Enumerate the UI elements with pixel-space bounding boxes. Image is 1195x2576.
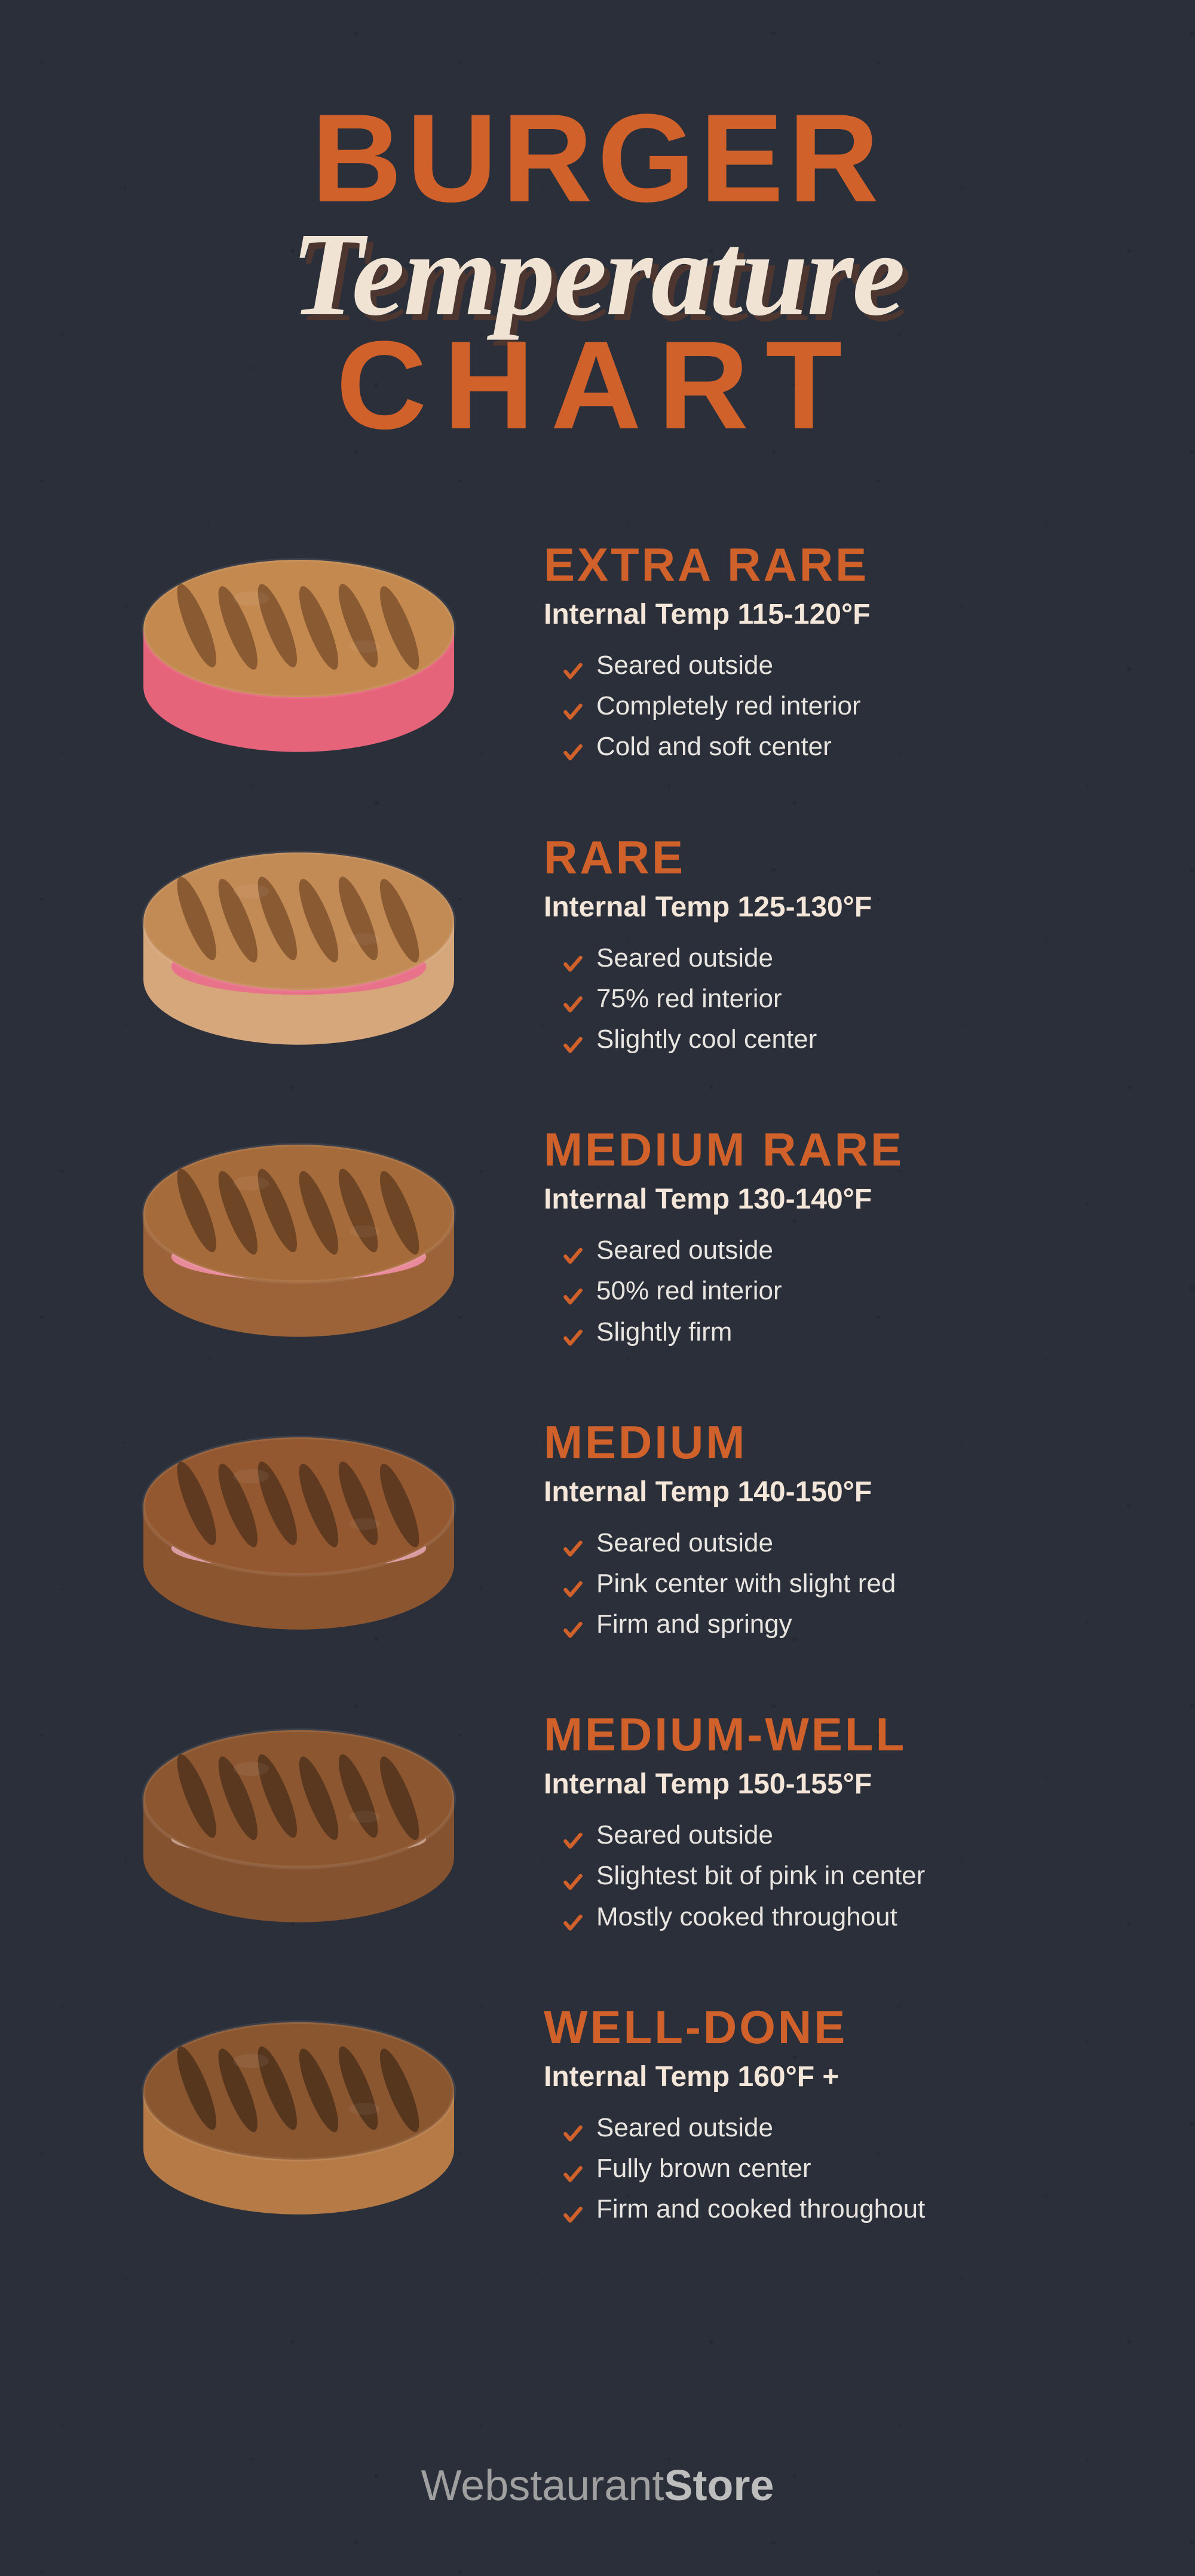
check-icon <box>562 2198 584 2221</box>
level-bullet: Slightly firm <box>562 1312 1087 1353</box>
level-bullets: Seared outsidePink center with slight re… <box>544 1523 1087 1645</box>
footer-light: Webstaurant <box>421 2462 664 2510</box>
check-icon <box>562 1028 584 1051</box>
bullet-text: Seared outside <box>596 1230 773 1271</box>
level-bullets: Seared outside75% red interiorSlightly c… <box>544 938 1087 1060</box>
patty-illustration <box>108 1136 490 1339</box>
level-row: WELL-DONE Internal Temp 160°F + Seared out… <box>108 2000 1087 2230</box>
level-bullet: Seared outside <box>562 645 1087 686</box>
bullet-text: Seared outside <box>596 1523 773 1563</box>
check-icon <box>562 2117 584 2139</box>
level-info: WELL-DONE Internal Temp 160°F + Seared out… <box>544 2000 1087 2230</box>
bullet-text: Seared outside <box>596 645 773 686</box>
level-bullet: Slightly cool center <box>562 1019 1087 1060</box>
bullet-text: Firm and springy <box>596 1604 792 1645</box>
level-name: RARE <box>544 830 1087 885</box>
level-name: MEDIUM-WELL <box>544 1707 1087 1762</box>
level-temp: Internal Temp 150-155°F <box>544 1768 1087 1801</box>
footer-bold: Store <box>664 2462 774 2510</box>
bullet-text: 75% red interior <box>596 979 782 1019</box>
level-bullets: Seared outsideCompletely red interiorCol… <box>544 645 1087 768</box>
bullet-text: 50% red interior <box>596 1271 782 1311</box>
level-bullets: Seared outsideSlightest bit of pink in c… <box>544 1815 1087 1937</box>
level-info: MEDIUM Internal Temp 140-150°F Seared outs… <box>544 1415 1087 1645</box>
check-icon <box>562 947 584 970</box>
check-icon <box>562 988 584 1010</box>
bullet-text: Slightly cool center <box>596 1019 817 1060</box>
level-bullet: Completely red interior <box>562 686 1087 726</box>
level-bullet: Seared outside <box>562 1815 1087 1856</box>
bullet-text: Seared outside <box>596 2108 773 2148</box>
bullet-text: Pink center with slight red <box>596 1563 896 1604</box>
level-name: EXTRA RARE <box>544 538 1087 592</box>
patty-illustration <box>108 1721 490 1924</box>
level-bullet: Slightest bit of pink in center <box>562 1856 1087 1896</box>
bullet-text: Seared outside <box>596 1815 773 1856</box>
title-line-1: BURGER <box>108 96 1087 221</box>
check-icon <box>562 1321 584 1344</box>
level-info: RARE Internal Temp 125-130°F Seared outsid… <box>544 830 1087 1060</box>
level-name: MEDIUM <box>544 1415 1087 1470</box>
check-icon <box>562 2157 584 2180</box>
level-row: EXTRA RARE Internal Temp 115-120°F Seared … <box>108 538 1087 768</box>
level-row: RARE Internal Temp 125-130°F Seared outsid… <box>108 830 1087 1060</box>
level-bullet: Mostly cooked throughout <box>562 1897 1087 1937</box>
level-bullet: Seared outside <box>562 2108 1087 2148</box>
level-bullet: 75% red interior <box>562 979 1087 1019</box>
level-name: MEDIUM RARE <box>544 1123 1087 1177</box>
level-temp: Internal Temp 125-130°F <box>544 891 1087 924</box>
infographic-container: BURGER Temperature CHART EXTRA RARE Inter… <box>0 0 1195 2364</box>
level-bullet: Firm and cooked throughout <box>562 2189 1087 2230</box>
bullet-text: Completely red interior <box>596 686 861 726</box>
level-bullet: Seared outside <box>562 1523 1087 1563</box>
level-temp: Internal Temp 115-120°F <box>544 598 1087 631</box>
patty-illustration <box>108 844 490 1047</box>
levels-list: EXTRA RARE Internal Temp 115-120°F Seared … <box>108 538 1087 2230</box>
level-bullet: Cold and soft center <box>562 726 1087 767</box>
level-bullet: Seared outside <box>562 938 1087 979</box>
level-row: MEDIUM RARE Internal Temp 130-140°F Seared… <box>108 1123 1087 1353</box>
level-temp: Internal Temp 140-150°F <box>544 1476 1087 1508</box>
bullet-text: Cold and soft center <box>596 726 832 767</box>
check-icon <box>562 1824 584 1847</box>
check-icon <box>562 1572 584 1595</box>
bullet-text: Seared outside <box>596 938 773 979</box>
patty-illustration <box>108 2013 490 2216</box>
check-icon <box>562 735 584 758</box>
check-icon <box>562 654 584 677</box>
patty-illustration <box>108 1428 490 1632</box>
level-info: EXTRA RARE Internal Temp 115-120°F Seared … <box>544 538 1087 768</box>
check-icon <box>562 1532 584 1554</box>
level-info: MEDIUM-WELL Internal Temp 150-155°F Seared… <box>544 1707 1087 1937</box>
check-icon <box>562 1613 584 1636</box>
level-bullet: Firm and springy <box>562 1604 1087 1645</box>
level-row: MEDIUM-WELL Internal Temp 150-155°F Seared… <box>108 1707 1087 1937</box>
level-bullet: Fully brown center <box>562 2148 1087 2189</box>
level-bullet: Pink center with slight red <box>562 1563 1087 1604</box>
bullet-text: Slightly firm <box>596 1312 732 1353</box>
level-bullet: Seared outside <box>562 1230 1087 1271</box>
level-temp: Internal Temp 160°F + <box>544 2060 1087 2093</box>
check-icon <box>562 1239 584 1262</box>
bullet-text: Slightest bit of pink in center <box>596 1856 925 1896</box>
patty-illustration <box>108 551 490 754</box>
bullet-text: Mostly cooked throughout <box>596 1897 897 1937</box>
title-block: BURGER Temperature CHART <box>108 96 1087 448</box>
level-bullets: Seared outside50% red interiorSlightly f… <box>544 1230 1087 1353</box>
level-temp: Internal Temp 130-140°F <box>544 1183 1087 1216</box>
title-line-3: CHART <box>108 323 1087 448</box>
level-row: MEDIUM Internal Temp 140-150°F Seared outs… <box>108 1415 1087 1645</box>
check-icon <box>562 1906 584 1928</box>
check-icon <box>562 1280 584 1302</box>
footer-brand: WebstaurantStore <box>0 2461 1195 2510</box>
level-name: WELL-DONE <box>544 2000 1087 2054</box>
level-info: MEDIUM RARE Internal Temp 130-140°F Seared… <box>544 1123 1087 1353</box>
level-bullet: 50% red interior <box>562 1271 1087 1311</box>
check-icon <box>562 1865 584 1888</box>
check-icon <box>562 695 584 717</box>
bullet-text: Firm and cooked throughout <box>596 2189 925 2230</box>
level-bullets: Seared outsideFully brown centerFirm and… <box>544 2108 1087 2230</box>
bullet-text: Fully brown center <box>596 2148 811 2189</box>
